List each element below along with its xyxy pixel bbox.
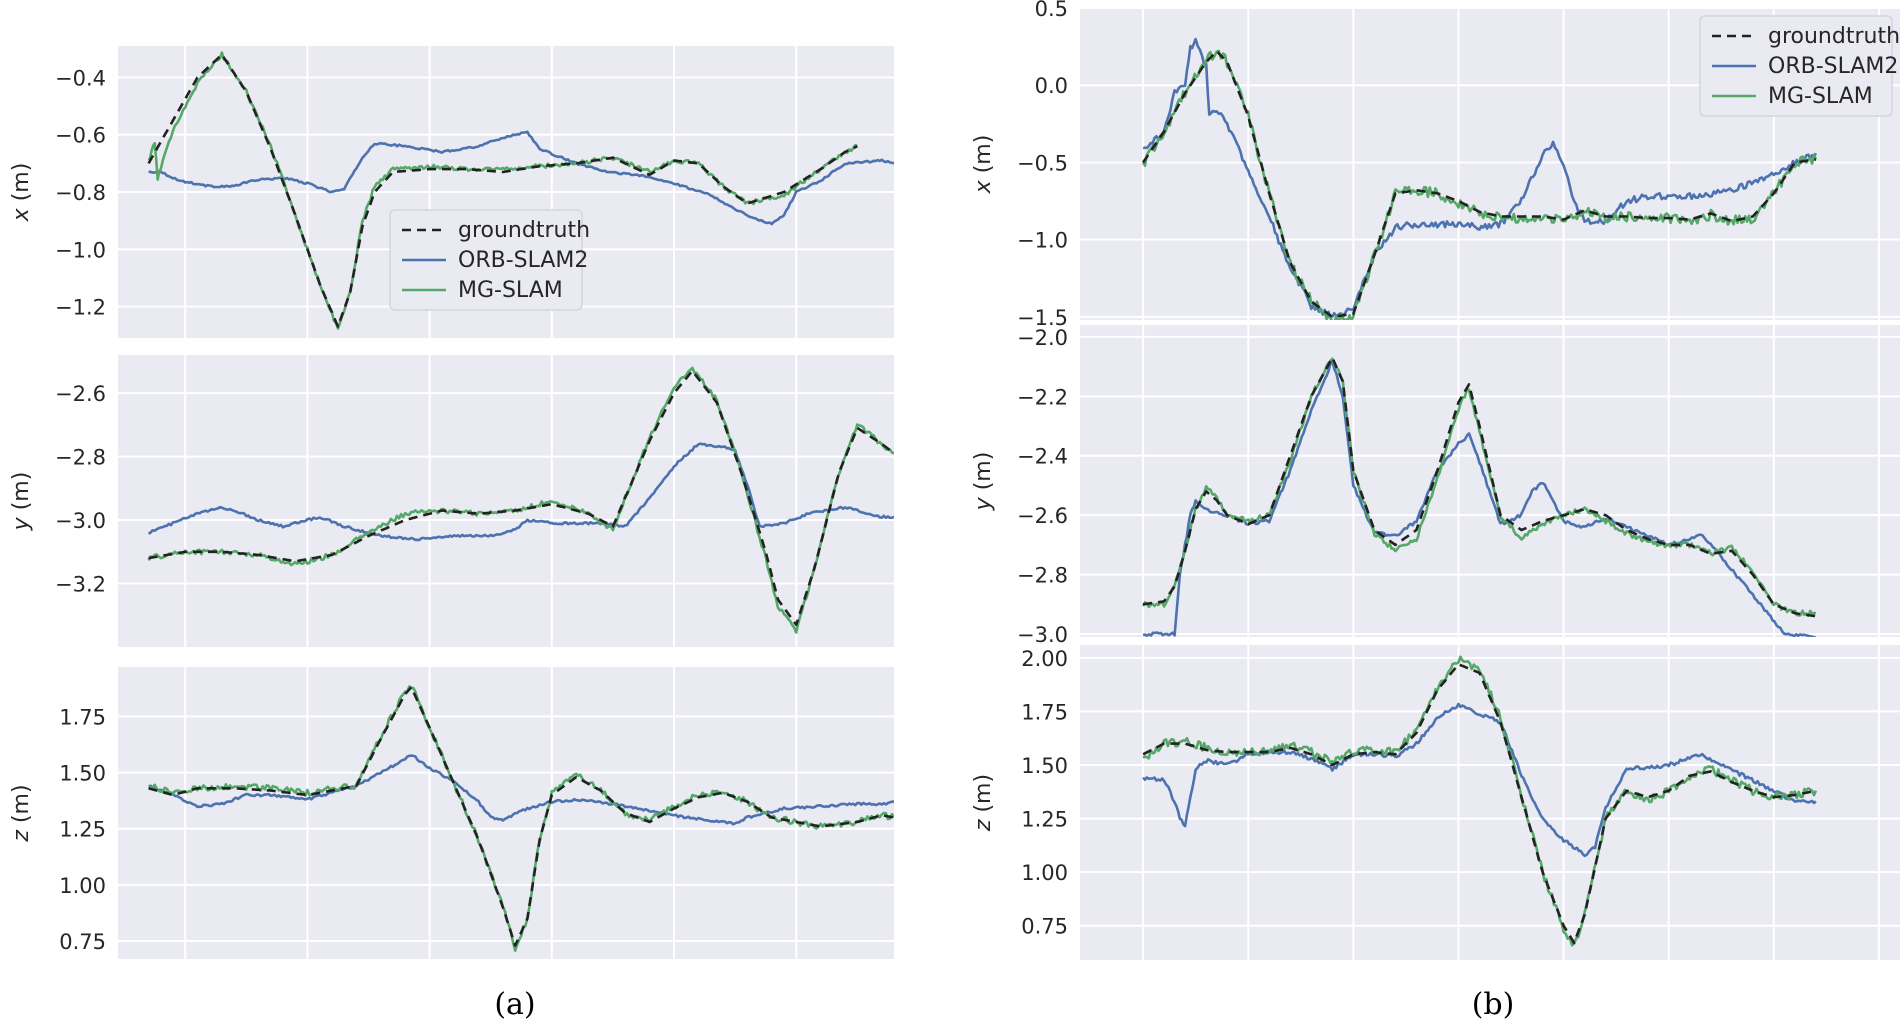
caption-b: (b)	[1472, 987, 1515, 1022]
plot-area-a-y	[118, 355, 894, 647]
y-axis-label: x (m)	[9, 163, 34, 223]
y-tick-label: 1.50	[1021, 754, 1068, 778]
series-line-groundtruth	[1142, 663, 1817, 945]
y-tick-label: −2.6	[1017, 504, 1068, 528]
y-tick-label: 0.5	[1035, 0, 1068, 21]
y-tick-label: −0.5	[1017, 151, 1068, 175]
y-tick-label: −2.8	[55, 446, 106, 470]
y-tick-label: 1.00	[1021, 861, 1068, 885]
legend-box	[389, 209, 583, 311]
plot-area-b-y	[1080, 325, 1900, 637]
y-tick-label: −0.8	[55, 181, 106, 205]
series-line-groundtruth	[148, 369, 894, 627]
y-axis-label: y (m)	[9, 472, 34, 532]
y-tick-label: −2.0	[1017, 326, 1068, 350]
y-tick-label: −2.8	[1017, 564, 1068, 588]
y-tick-label: 0.0	[1035, 74, 1068, 98]
caption-a: (a)	[494, 987, 535, 1022]
y-tick-label: −2.6	[55, 382, 106, 406]
caption-a-text: (a)	[494, 987, 535, 1022]
panel-b-x: 0.5 0.0 −0.5 −1.0 −1.5 x (m) groundtruth ORB-SL…	[971, 0, 1900, 330]
series-line-orb-slam2	[147, 442, 894, 542]
y-axis-label: x (m)	[971, 135, 996, 195]
legend-box	[1699, 15, 1893, 117]
y-tick-label: −3.0	[1017, 623, 1068, 647]
legend-label-mg-slam: MG-SLAM	[458, 278, 563, 303]
y-tick-label: 0.75	[59, 930, 106, 954]
series-line-groundtruth	[1142, 49, 1817, 319]
y-tick-label: −1.2	[55, 296, 106, 320]
caption-b-text: (b)	[1472, 987, 1515, 1022]
y-tick-label: 0.75	[1021, 915, 1068, 939]
series-line-mg-slam	[147, 366, 894, 634]
series-line-mg-slam	[1142, 655, 1818, 947]
y-tick-label: −1.0	[55, 238, 106, 262]
panel-a-z: 1.75 1.50 1.25 1.00 0.75 z (m)	[9, 667, 894, 959]
series-line-mg-slam	[148, 685, 894, 952]
series-line-groundtruth	[147, 53, 858, 328]
legend-label-mg-slam: MG-SLAM	[1768, 84, 1873, 109]
panel-a-y: −2.6 −2.8 −3.0 −3.2 y (m)	[9, 355, 894, 647]
y-tick-label: 1.25	[59, 818, 106, 842]
y-tick-label: 1.50	[59, 762, 106, 786]
legend-label-groundtruth: groundtruth	[1768, 24, 1900, 49]
y-tick-label: 1.00	[59, 874, 106, 898]
y-axis-label: y (m)	[971, 452, 996, 512]
legend-a-x: groundtruth ORB-SLAM2 MG-SLAM	[389, 209, 590, 311]
series-line-orb-slam2	[1142, 37, 1818, 318]
legend-label-orb-slam2: ORB-SLAM2	[458, 248, 588, 273]
panel-b-z: 2.00 1.75 1.50 1.25 1.00 0.75 z (m)	[971, 645, 1900, 960]
legend-label-orb-slam2: ORB-SLAM2	[1768, 54, 1898, 79]
y-axis-label: z (m)	[971, 774, 996, 832]
y-tick-label: −1.0	[1017, 229, 1068, 253]
series-line-orb-slam2	[148, 754, 894, 826]
panel-b-y: −2.0 −2.2 −2.4 −2.6 −2.8 −3.0 y (m)	[971, 325, 1900, 647]
y-tick-label: −3.2	[55, 573, 106, 597]
y-tick-label: −0.4	[55, 66, 106, 90]
series-line-groundtruth	[148, 685, 894, 947]
y-tick-label: 2.00	[1021, 647, 1068, 671]
series-line-orb-slam2	[1142, 702, 1817, 858]
y-tick-label: −3.0	[55, 509, 106, 533]
legend-b-x: groundtruth ORB-SLAM2 MG-SLAM	[1699, 15, 1900, 117]
y-tick-label: −1.5	[1017, 306, 1068, 330]
y-tick-label: −2.4	[1017, 445, 1068, 469]
y-tick-label: −2.2	[1017, 385, 1068, 409]
y-tick-label: 1.75	[59, 705, 106, 729]
series-line-groundtruth	[1142, 356, 1817, 618]
y-axis-label: z (m)	[9, 784, 34, 842]
panel-a-x: −0.4 −0.6 −0.8 −1.0 −1.2 x (m) groundtruth ORB-…	[9, 46, 894, 338]
y-tick-label: −0.6	[55, 124, 106, 148]
series-line-orb-slam2	[148, 130, 894, 226]
y-tick-label: 1.75	[1021, 700, 1068, 724]
y-tick-label: 1.25	[1021, 808, 1068, 832]
legend-label-groundtruth: groundtruth	[458, 218, 590, 243]
